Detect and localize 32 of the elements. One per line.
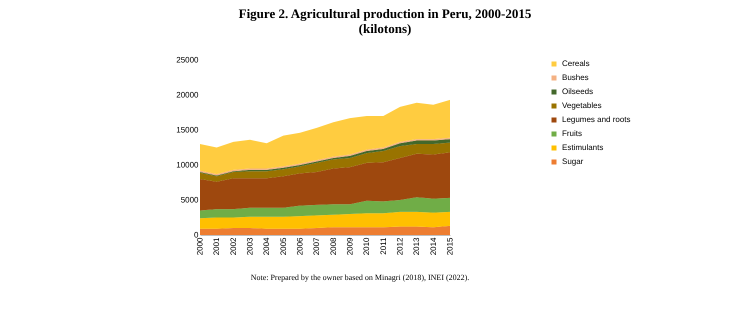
legend-label: Estimulants xyxy=(562,143,604,152)
legend-label: Cereals xyxy=(562,59,590,68)
x-tick-label: 2005 xyxy=(278,236,288,256)
chart-title: Figure 2. Agricultural production in Peru, 2000-2015 (kilotons) xyxy=(238,6,532,36)
legend-label: Bushes xyxy=(562,73,589,82)
y-tick-label: 20000 xyxy=(176,90,200,100)
x-tick-label: 2015 xyxy=(446,236,454,256)
x-tick-label: 2008 xyxy=(328,236,338,256)
y-tick-label: 10000 xyxy=(176,160,200,170)
x-tick-label: 2013 xyxy=(412,236,422,256)
x-tick-label: 2000 xyxy=(196,236,204,256)
legend-label: Oilseeds xyxy=(562,87,594,96)
x-tick-label: 2010 xyxy=(362,236,372,256)
y-tick-label: 15000 xyxy=(176,126,200,134)
x-tick-label: 2006 xyxy=(296,236,304,256)
x-tick-label: 2011 xyxy=(378,236,388,255)
y-tick-label: 5000 xyxy=(180,196,200,204)
legend-label: Sugar xyxy=(562,157,584,166)
x-tick-label: 2004 xyxy=(262,236,272,256)
x-tick-label: 2012 xyxy=(396,236,404,256)
legend-label: Fruits xyxy=(562,129,582,138)
x-tick-label: 2002 xyxy=(228,236,238,256)
x-tick-label: 2014 xyxy=(428,236,438,256)
x-tick-label: 2001 xyxy=(212,236,222,256)
y-tick-label: 25000 xyxy=(176,56,200,64)
legend-label: Legumes and roots xyxy=(562,115,630,124)
y-tick-label: 0 xyxy=(194,230,200,240)
x-tick-label: 2007 xyxy=(312,236,322,256)
legend-label: Vegetables xyxy=(562,101,602,110)
x-tick-label: 2009 xyxy=(346,236,354,256)
x-tick-label: 2003 xyxy=(246,236,254,256)
text: Note: Prepared by the owner based on Minagri (2018), INEI (2022). xyxy=(250,273,470,282)
